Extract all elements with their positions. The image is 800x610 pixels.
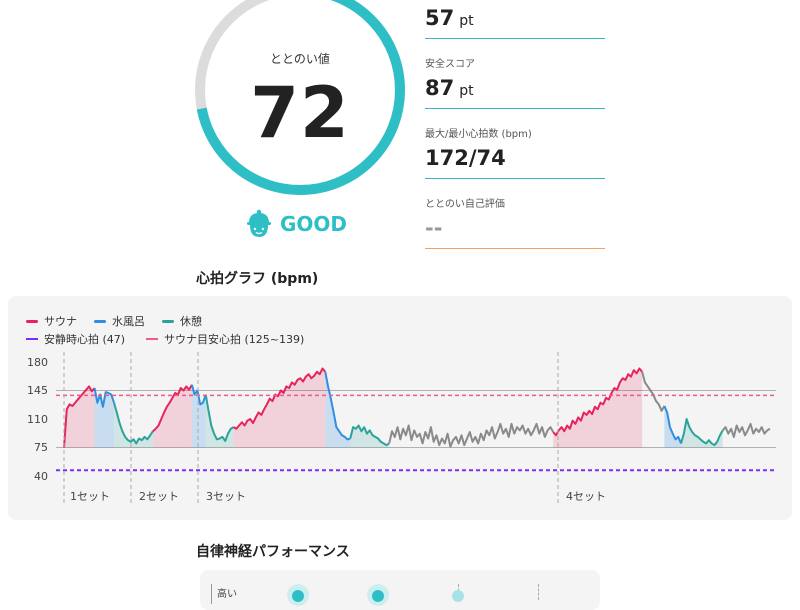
phase-fill xyxy=(325,371,351,448)
series-rest xyxy=(680,418,724,447)
series-rest xyxy=(349,424,390,447)
phase-fill xyxy=(553,368,643,448)
set-label: 1セット xyxy=(70,490,110,503)
series-water xyxy=(663,405,682,444)
stat-label: 安全スコア xyxy=(425,59,475,70)
series-other xyxy=(721,422,771,438)
series-other xyxy=(641,371,666,412)
performance-axis xyxy=(211,584,212,604)
legend-resting-hr: 安静時心拍 (47) xyxy=(26,331,125,347)
rating-text: GOOD xyxy=(280,212,348,236)
stat-item-heart-rate: 最大/最小心拍数 (bpm) 172/74 xyxy=(425,125,605,170)
y-tick: 145 xyxy=(27,384,48,397)
stat-label: ととのい自己評価 xyxy=(425,199,505,210)
legend-label: 安静時心拍 (47) xyxy=(44,333,126,346)
y-tick: 110 xyxy=(27,413,48,426)
series-sauna xyxy=(233,367,327,430)
performance-dot xyxy=(372,590,384,602)
stat-label: 最大/最小心拍数 (bpm) xyxy=(425,129,532,140)
phase-fill xyxy=(191,384,206,448)
series-sauna xyxy=(63,385,96,448)
performance-row-label: 高い xyxy=(217,589,237,600)
performance-dot xyxy=(292,590,304,602)
stat-value: 87 xyxy=(425,76,455,100)
score-label: ととのい値 xyxy=(270,52,330,66)
legend-water: 水風呂 xyxy=(94,313,145,329)
phase-fill xyxy=(664,405,682,448)
phase-fill xyxy=(64,386,95,448)
divider xyxy=(425,178,605,179)
series-rest xyxy=(204,394,235,442)
y-tick: 180 xyxy=(27,356,48,369)
legend-rest: 休憩 xyxy=(162,313,202,329)
legend-label: サウナ目安心拍 (125~139) xyxy=(164,333,305,346)
series-rest xyxy=(113,402,154,445)
performance-card xyxy=(200,570,600,610)
stat-value: -- xyxy=(425,216,443,240)
stat-unit: pt xyxy=(459,83,474,99)
set-label: 4セット xyxy=(566,490,606,503)
stat-value: 57 xyxy=(425,6,455,30)
score-gauge xyxy=(195,0,405,195)
performance-dot xyxy=(452,590,464,602)
stat-unit: pt xyxy=(459,13,474,29)
series-sauna xyxy=(552,367,643,437)
stat-item-self-eval[interactable]: ととのい自己評価 -- xyxy=(425,195,605,240)
heart-graph-title: 心拍グラフ (bpm) xyxy=(196,271,319,287)
stat-item-1: 57 pt xyxy=(425,6,605,30)
performance-tick xyxy=(538,584,540,600)
set-label: 2セット xyxy=(139,490,179,503)
phase-fill xyxy=(233,368,326,448)
series-other xyxy=(388,422,555,448)
stat-item-safety: 安全スコア 87 pt xyxy=(425,55,605,100)
stat-value: 172/74 xyxy=(425,146,506,170)
y-tick: 40 xyxy=(34,470,48,483)
rating: GOOD xyxy=(246,206,347,242)
legend-sauna: サウナ xyxy=(26,313,77,329)
legend-target-hr: サウナ目安心拍 (125~139) xyxy=(146,331,304,347)
legend-label: サウナ xyxy=(44,315,77,328)
performance-title: 自律神経パフォーマンス xyxy=(196,544,350,560)
series-water xyxy=(324,371,351,441)
phase-fill xyxy=(681,419,723,448)
phase-fill xyxy=(350,425,390,448)
series-water xyxy=(190,384,207,406)
divider xyxy=(425,38,605,39)
divider xyxy=(425,248,605,249)
legend-label: 水風呂 xyxy=(112,315,145,328)
set-label: 3セット xyxy=(206,490,246,503)
hat-face-icon xyxy=(247,209,271,237)
divider xyxy=(425,108,605,109)
series-water xyxy=(93,387,115,408)
phase-fill xyxy=(152,384,192,448)
y-tick: 75 xyxy=(34,441,48,454)
phase-fill xyxy=(94,388,115,448)
phase-fill xyxy=(205,394,234,448)
legend-label: 休憩 xyxy=(180,315,202,328)
series-sauna xyxy=(152,384,193,432)
score-value: 72 xyxy=(250,72,350,154)
